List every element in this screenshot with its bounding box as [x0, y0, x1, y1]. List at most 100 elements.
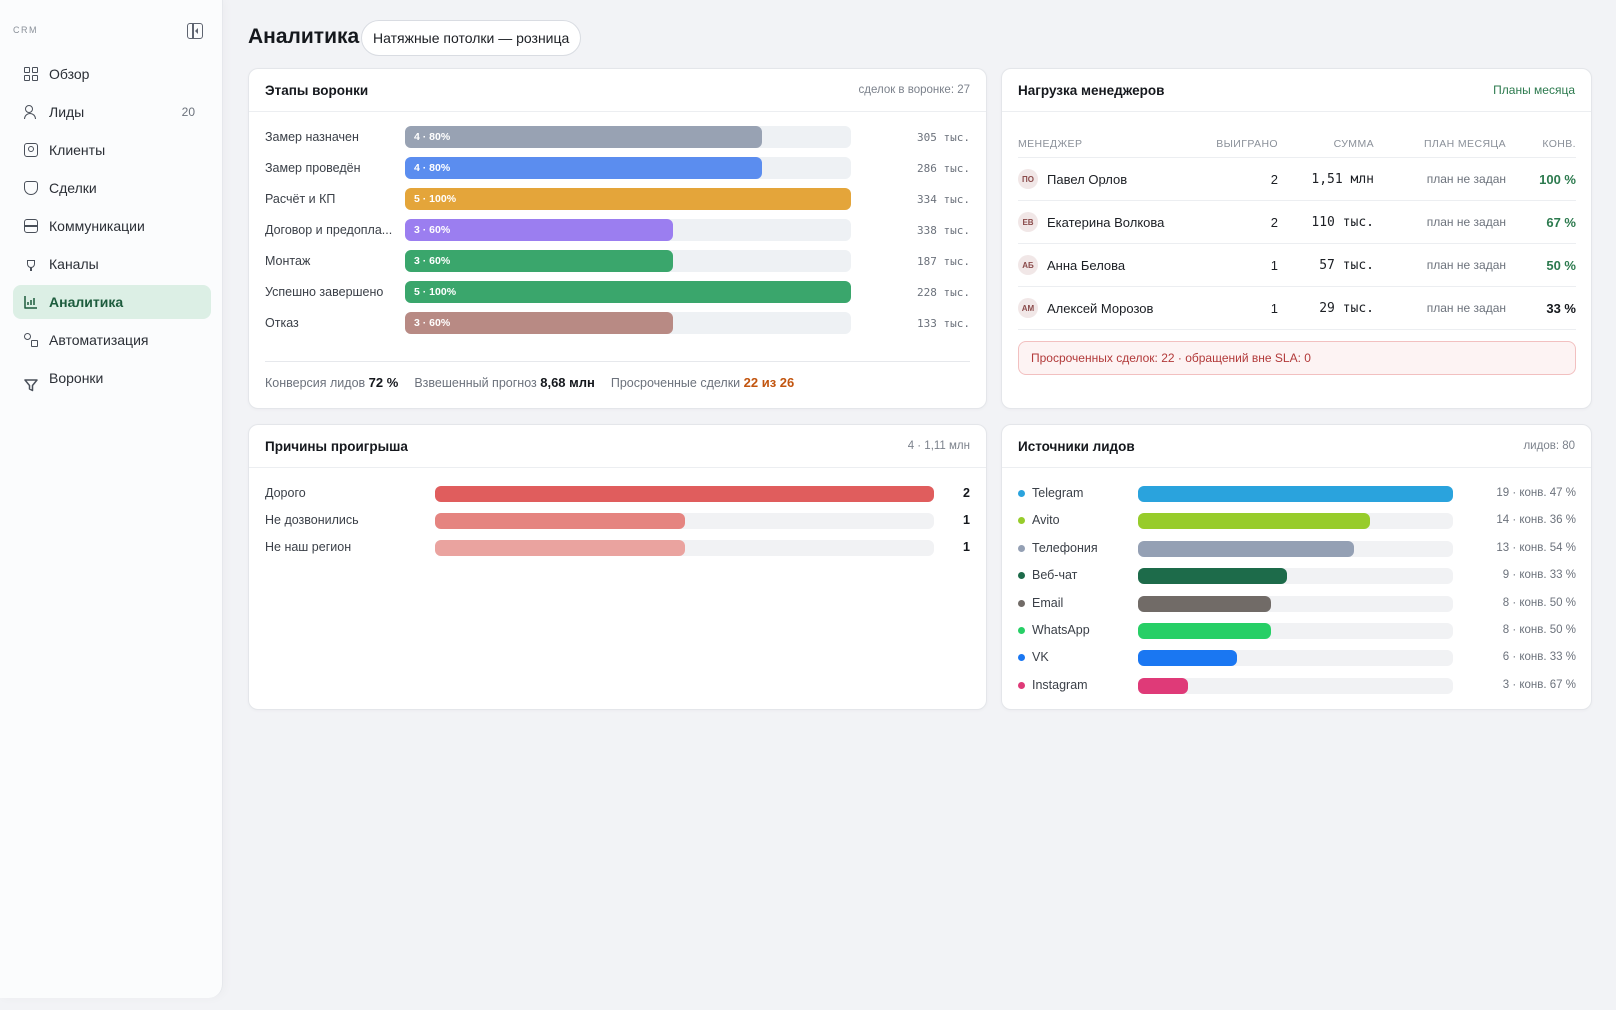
sidebar: CRM Обзор Лиды 20 Клиенты Сделки Коммуникации… [0, 0, 223, 998]
loss-bar [435, 540, 685, 556]
stage-bar: 4 · 80% [405, 157, 762, 179]
loss-count: 2 [963, 486, 970, 500]
sidebar-item-leads[interactable]: Лиды 20 [13, 95, 211, 129]
weighted-forecast-label: Взвешенный прогноз [414, 376, 537, 390]
funnel-stage-row[interactable]: Замер назначен 4 · 80% 305 тыс. [265, 126, 970, 148]
funnel-stage-row[interactable]: Расчёт и КП 5 · 100% 334 тыс. [265, 188, 970, 210]
card-header: Нагрузка менеджеров Планы месяца [1002, 69, 1591, 112]
lead-source-row[interactable]: Email 8 · конв. 50 % [1018, 595, 1576, 613]
deals-in-funnel-count: сделок в воронке: 27 [858, 84, 971, 96]
sidebar-collapse-icon[interactable] [187, 23, 203, 39]
column-month-plan[interactable]: ПЛАН МЕСЯЦА [1423, 137, 1506, 150]
source-stat: 9 · конв. 33 % [1502, 569, 1576, 582]
funnel-stage-row[interactable]: Замер проведён 4 · 80% 286 тыс. [265, 157, 970, 179]
lead-source-row[interactable]: VK 6 · конв. 33 % [1018, 649, 1576, 667]
manager-name: Анна Белова [1047, 257, 1126, 273]
column-conversion[interactable]: КОНВ. [1542, 137, 1576, 150]
lead-source-row[interactable]: Telegram 19 · конв. 47 % [1018, 485, 1576, 503]
sidebar-item-analytics[interactable]: Аналитика [13, 285, 211, 319]
sidebar-item-deals[interactable]: Сделки [13, 171, 211, 205]
sidebar-nav: Обзор Лиды 20 Клиенты Сделки Коммуникации Кана… [13, 57, 211, 399]
manager-cell: АМ Алексей Морозов [1018, 298, 1208, 318]
month-plan: план не задан [1426, 215, 1506, 229]
source-stat: 8 · конв. 50 % [1502, 624, 1576, 636]
manager-name: Павел Орлов [1047, 171, 1128, 187]
stage-amount: 187 тыс. [917, 255, 970, 268]
card-title: Причины проигрыша [265, 438, 408, 454]
lead-source-row[interactable]: Instagram 3 · конв. 67 % [1018, 677, 1576, 695]
column-manager[interactable]: МЕНЕДЖЕР [1018, 137, 1083, 150]
source-bar-track [1138, 677, 1453, 694]
stage-amount: 305 тыс. [917, 131, 970, 144]
funnel-stage-row[interactable]: Договор и предопла... 3 · 60% 338 тыс. [265, 219, 970, 241]
conversion-value: 67 % [1546, 214, 1576, 230]
loss-count: 1 [963, 513, 970, 527]
manager-cell: ПО Павел Орлов [1018, 169, 1208, 189]
source-color-dot [1018, 544, 1025, 552]
loss-reason-row[interactable]: Не наш регион 1 [265, 539, 970, 557]
loss-reason-row[interactable]: Дорого 2 [265, 485, 970, 503]
sidebar-item-channels[interactable]: Каналы [13, 247, 211, 281]
chart-icon [24, 295, 38, 309]
source-color-dot [1018, 681, 1025, 689]
stage-amount: 133 тыс. [917, 317, 970, 330]
source-bar [1138, 540, 1354, 557]
stage-bar-label: 4 · 80% [414, 131, 451, 143]
monthly-plans-link[interactable]: Планы месяца [1493, 83, 1575, 97]
sidebar-item-funnels[interactable]: Воронки [13, 361, 211, 395]
sidebar-item-overview[interactable]: Обзор [13, 57, 211, 91]
manager-name: Алексей Морозов [1047, 300, 1154, 316]
source-name: Веб-чат [1032, 568, 1078, 583]
sidebar-item-automation[interactable]: Автоматизация [13, 323, 211, 357]
won-count: 2 [1270, 171, 1278, 187]
table-row[interactable]: ПО Павел Орлов 2 1,51 млн план не задан 100 % [1018, 158, 1576, 201]
month-plan: план не задан [1426, 258, 1506, 272]
stage-bar-label: 5 · 100% [414, 286, 457, 298]
table-row[interactable]: АБ Анна Белова 1 57 тыс. план не задан 50 % [1018, 244, 1576, 287]
stage-bar-label: 3 · 60% [414, 224, 451, 236]
stage-bar-track: 3 · 60% [405, 312, 851, 334]
lead-source-row[interactable]: Веб-чат 9 · конв. 33 % [1018, 567, 1576, 585]
inbox-icon [24, 219, 38, 233]
sidebar-item-clients[interactable]: Клиенты [13, 133, 211, 167]
stage-bar: 3 · 60% [405, 219, 673, 241]
source-bar-track [1138, 650, 1453, 667]
sidebar-item-label: Каналы [49, 256, 99, 272]
loss-bar-track [435, 540, 934, 556]
lead-source-row[interactable]: WhatsApp 8 · конв. 50 % [1018, 622, 1576, 640]
loss-bar-track [435, 513, 934, 529]
sidebar-item-communications[interactable]: Коммуникации [13, 209, 211, 243]
pipeline-selector[interactable]: Натяжные потолки — розница [361, 20, 582, 56]
source-color-dot [1018, 654, 1025, 662]
funnel-stage-row[interactable]: Отказ 3 · 60% 133 тыс. [265, 312, 970, 334]
loss-reason-row[interactable]: Не дозвонились 1 [265, 512, 970, 530]
stage-bar-label: 3 · 60% [414, 255, 451, 267]
lead-source-row[interactable]: Телефония 13 · конв. 54 % [1018, 540, 1576, 558]
overdue-alert: Просроченных сделок: 22 · обращений вне … [1018, 341, 1576, 375]
source-bar [1138, 623, 1271, 639]
source-stat: 14 · конв. 36 % [1496, 514, 1576, 527]
card-header: Источники лидов лидов: 80 [1002, 425, 1591, 468]
column-sum[interactable]: СУММА [1333, 137, 1374, 150]
source-name: WhatsApp [1032, 623, 1090, 637]
loss-reason-label: Не наш регион [265, 540, 352, 554]
source-stat: 13 · конв. 54 % [1496, 541, 1576, 554]
column-won[interactable]: ВЫИГРАНО [1216, 137, 1278, 150]
source-bar [1138, 513, 1371, 530]
funnel-stages-card: Этапы воронки сделок в воронке: 27 Замер… [248, 68, 987, 409]
lead-source-row[interactable]: Avito 14 · конв. 36 % [1018, 512, 1576, 530]
stage-bar-track: 4 · 80% [405, 157, 851, 179]
funnel-stage-row[interactable]: Монтаж 3 · 60% 187 тыс. [265, 250, 970, 272]
stage-name: Расчёт и КП [265, 192, 336, 206]
sidebar-item-label: Обзор [49, 66, 90, 82]
source-color-dot [1018, 627, 1025, 634]
source-name: Телефония [1032, 540, 1098, 555]
sidebar-item-label: Лиды [49, 104, 85, 120]
table-row[interactable]: АМ Алексей Морозов 1 29 тыс. план не задан 33… [1018, 287, 1576, 330]
table-row[interactable]: ЕВ Екатерина Волкова 2 110 тыс. план не зада… [1018, 201, 1576, 244]
month-plan: план не задан [1426, 301, 1506, 315]
deal-sum: 57 тыс. [1319, 257, 1374, 273]
funnel-stage-row[interactable]: Успешно завершено 5 · 100% 228 тыс. [265, 281, 970, 303]
source-bar-track [1138, 486, 1453, 502]
deal-sum: 1,51 млн [1311, 171, 1374, 187]
